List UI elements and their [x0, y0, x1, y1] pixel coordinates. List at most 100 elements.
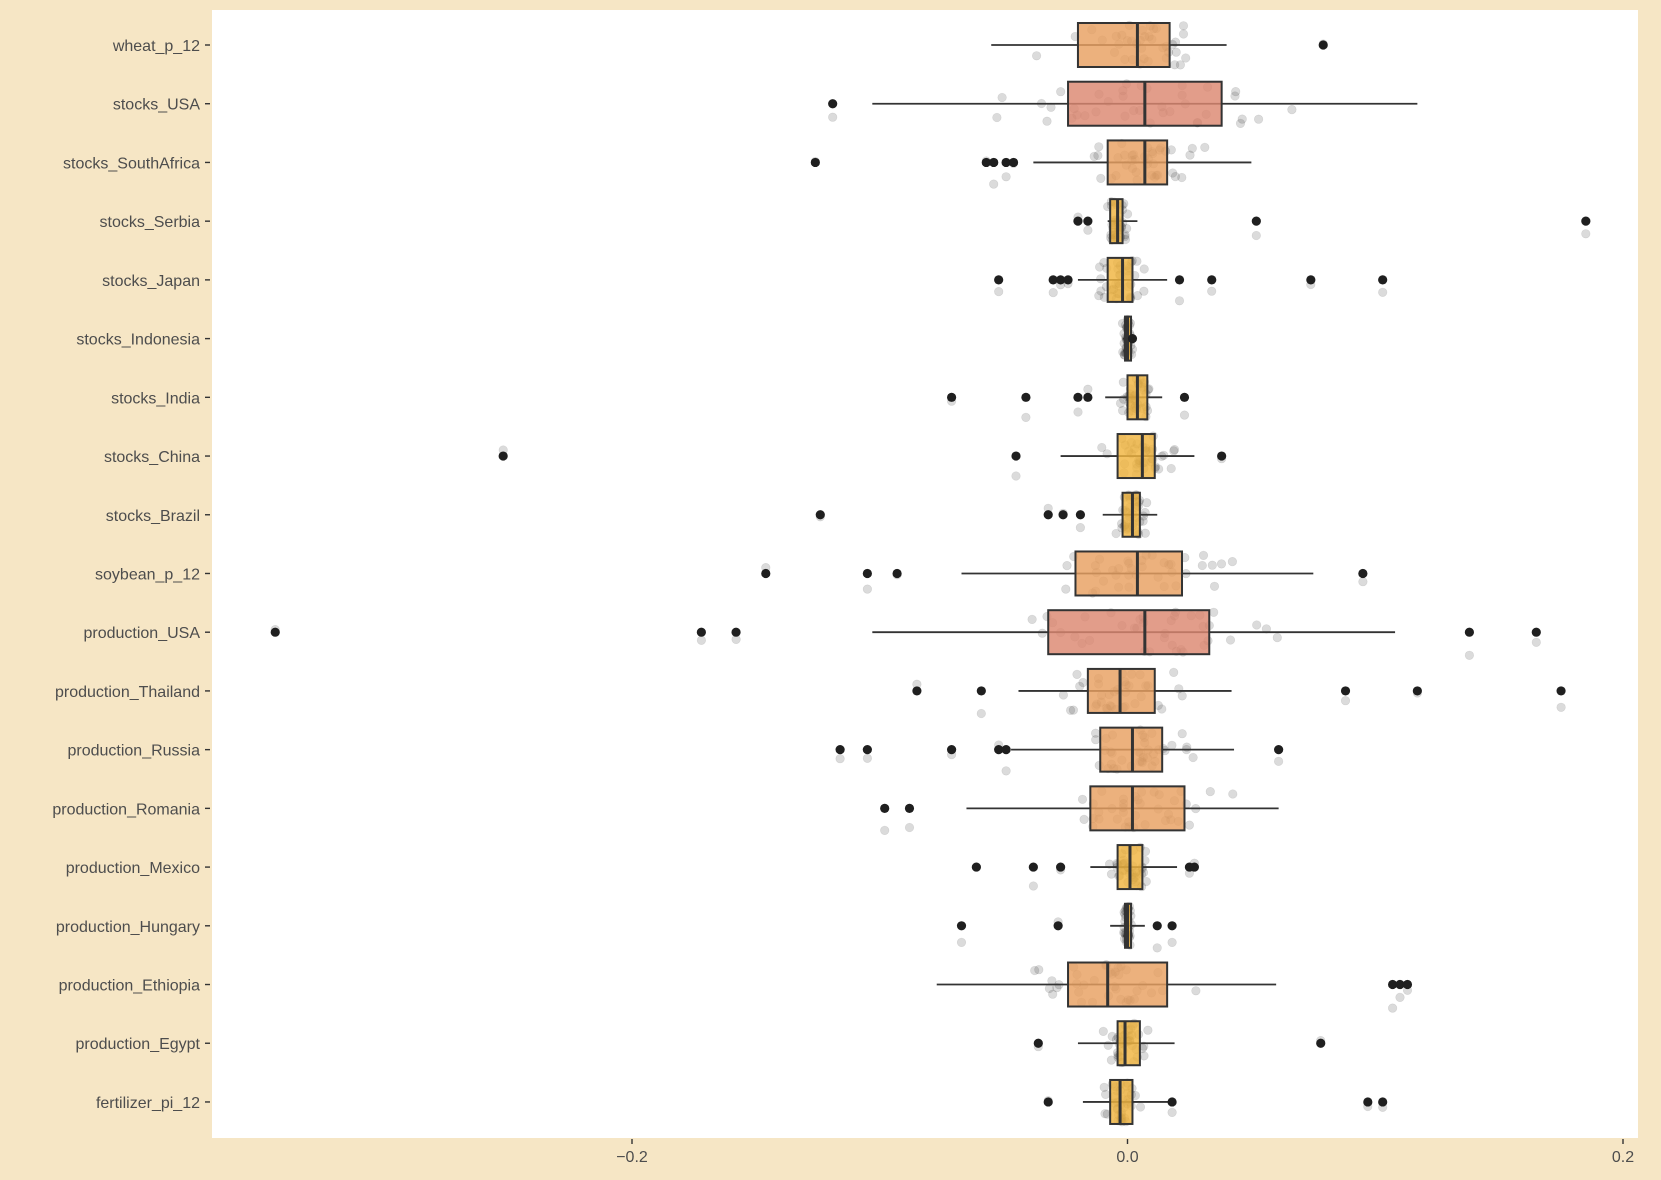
jitter-point	[1198, 550, 1209, 561]
jitter-point	[1175, 60, 1185, 70]
jitter-point	[976, 708, 986, 719]
outlier-stocks_SouthAfrica	[1001, 157, 1011, 168]
jitter-point	[1157, 704, 1167, 714]
outlier-wheat_p_12	[1318, 40, 1328, 50]
x-tick-label: 0.0	[1116, 1149, 1138, 1166]
y-axis: wheat_p_12 stocks_USA stocks_SouthAfricast…	[52, 38, 210, 1112]
jitter-point	[1235, 118, 1246, 128]
jitter-point	[1077, 794, 1088, 804]
outlier-stocks_Japan	[1048, 275, 1058, 285]
outlier-stocks_China	[1217, 451, 1227, 461]
jitter-point	[1115, 398, 1126, 408]
jitter-point	[1216, 559, 1227, 569]
box-stocks_SouthAfrica	[1106, 139, 1169, 186]
outlier-production_Russia	[1274, 745, 1284, 755]
outlier-production_Ethiopia	[1387, 979, 1398, 990]
jitter-point	[1037, 628, 1047, 638]
outlier-production_USA	[1531, 627, 1541, 637]
outlier-production_Hungary	[1053, 921, 1063, 931]
jitter-point	[1556, 702, 1566, 712]
outlier-stocks_USA	[828, 99, 838, 109]
box-layer	[872, 22, 1418, 1125]
outlier-production_Romania	[880, 803, 890, 813]
outlier-production_Thailand	[1556, 686, 1566, 696]
jitter-point	[1106, 1055, 1116, 1065]
y-tick-label: fertilizer_pi_12	[96, 1095, 200, 1112]
jitter-point	[862, 753, 873, 763]
jitter-point	[1001, 766, 1011, 776]
outlier-fertilizer_pi_12	[1378, 1097, 1388, 1107]
jitter-point	[1188, 752, 1198, 763]
y-tick-label: production_Mexico	[66, 860, 200, 877]
box-stocks_Japan	[1106, 256, 1134, 303]
jitter-point	[1097, 442, 1107, 453]
box-soybean_p_12	[1074, 550, 1184, 597]
jitter-point	[1209, 581, 1220, 591]
jitter-point	[1089, 151, 1099, 161]
outlier-stocks_Japan	[994, 275, 1004, 285]
jitter-point	[1167, 937, 1177, 948]
jitter-point	[1048, 989, 1058, 999]
y-tick-label: stocks_SouthAfrica	[63, 155, 200, 172]
jitter-point	[904, 822, 915, 833]
jitter-point	[1200, 142, 1210, 152]
jitter-point	[1083, 225, 1093, 235]
jitter-point	[1048, 288, 1058, 298]
jitter-point	[994, 287, 1004, 297]
jitter-point	[1021, 412, 1031, 423]
jitter-point	[1340, 696, 1351, 706]
box-wheat_p_12	[1076, 22, 1171, 68]
jitter-point	[1170, 172, 1180, 182]
jitter-point	[1030, 965, 1040, 976]
jitter-point	[1100, 1089, 1111, 1099]
jitter-point	[956, 937, 967, 948]
outlier-production_Ethiopia	[1402, 979, 1413, 990]
outlier-production_Mexico	[1028, 862, 1038, 872]
outlier-production_Russia	[946, 745, 957, 755]
y-tick-label: production_Hungary	[56, 919, 200, 936]
outlier-stocks_Serbia	[1581, 216, 1591, 226]
outlier-fertilizer_pi_12	[1363, 1097, 1373, 1107]
jitter-point	[1225, 635, 1236, 645]
outlier-production_Thailand	[976, 686, 986, 696]
box-production_Egypt	[1116, 1020, 1141, 1067]
jitter-point	[1197, 560, 1207, 571]
jitter-point	[1251, 230, 1261, 241]
outlier-stocks_Serbia	[1251, 216, 1261, 226]
y-tick-label: production_Egypt	[75, 1036, 200, 1053]
jitter-point	[1058, 690, 1068, 700]
outlier-stocks_Japan	[1378, 275, 1388, 285]
jitter-point	[1062, 560, 1072, 571]
jitter-point	[1378, 287, 1388, 297]
outlier-fertilizer_pi_12	[1043, 1097, 1053, 1107]
jitter-point	[1177, 729, 1187, 739]
jitter-point	[1261, 624, 1271, 634]
jitter-point	[1096, 173, 1106, 183]
box-stocks_China	[1116, 433, 1156, 480]
jitter-point	[1178, 21, 1189, 31]
jitter-point	[1083, 384, 1093, 394]
jitter-point	[1168, 168, 1178, 178]
jitter-point	[1118, 377, 1128, 387]
jitter-point	[1034, 965, 1044, 975]
jitter-point	[1152, 943, 1162, 953]
outlier-production_Mexico	[971, 862, 981, 872]
jitter-point	[1042, 116, 1052, 126]
outlier-production_USA	[1464, 627, 1474, 637]
outlier-points	[270, 40, 1591, 1107]
jitter-point	[1075, 522, 1085, 533]
jitter-point	[1581, 229, 1591, 239]
jitter-point	[1094, 291, 1104, 301]
jitter-point	[1387, 1003, 1398, 1013]
y-tick-label: stocks_India	[111, 390, 200, 407]
box-production_USA	[1047, 609, 1211, 656]
outlier-soybean_p_12	[892, 568, 902, 579]
outlier-production_USA	[270, 627, 280, 637]
outlier-production_Egypt	[1033, 1038, 1043, 1048]
jitter-point	[880, 825, 890, 836]
y-tick-label: stocks_Japan	[102, 273, 200, 290]
outlier-stocks_Japan	[1306, 275, 1316, 285]
jitter-point	[1287, 104, 1297, 115]
jitter-point	[1167, 1107, 1177, 1117]
